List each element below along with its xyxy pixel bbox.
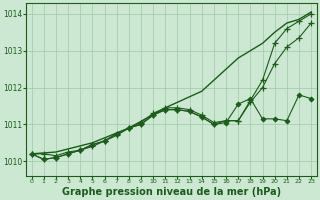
X-axis label: Graphe pression niveau de la mer (hPa): Graphe pression niveau de la mer (hPa) [62,187,281,197]
